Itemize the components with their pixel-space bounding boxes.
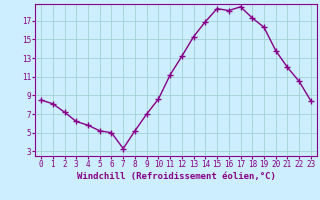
- X-axis label: Windchill (Refroidissement éolien,°C): Windchill (Refroidissement éolien,°C): [76, 172, 276, 181]
